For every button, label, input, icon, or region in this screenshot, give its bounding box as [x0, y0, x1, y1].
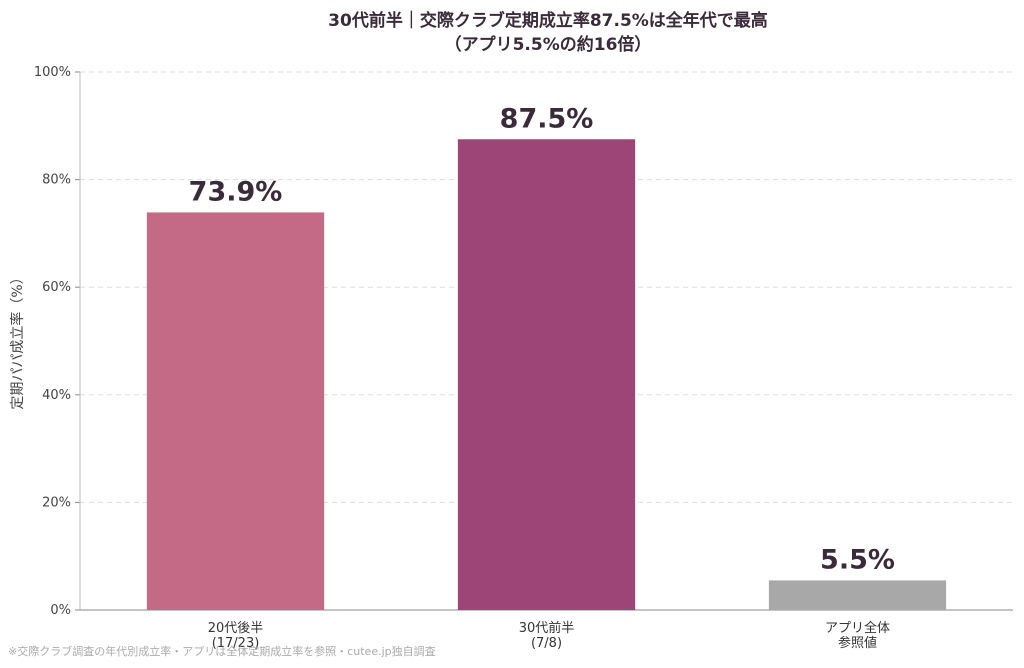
y-axis-ticks: 0% 20% 40% 60% 80% 100% [34, 65, 80, 618]
bar-value-label: 5.5% [820, 544, 895, 575]
bar-value-label: 73.9% [189, 176, 283, 207]
y-tick-label: 80% [42, 173, 71, 188]
bars [146, 139, 947, 610]
x-tick-label: 参照値 [838, 635, 877, 651]
y-tick-label: 20% [42, 495, 71, 510]
bar [768, 580, 947, 610]
y-tick-label: 60% [42, 280, 71, 295]
footnote: ※交際クラブ調査の年代別成立率・アプリは全体定期成立率を参照・cutee.jp独… [8, 644, 436, 658]
y-tick-label: 0% [50, 603, 71, 618]
y-axis-label: 定期パパ成立率（%） [9, 270, 26, 409]
x-tick-label: (7/8) [531, 636, 562, 651]
chart-title-line-2: （アプリ5.5%の約16倍） [445, 34, 652, 55]
bar [457, 139, 636, 610]
x-tick-label: 30代前半 [519, 620, 575, 636]
x-tick-label: 20代後半 [208, 621, 264, 636]
y-tick-label: 100% [34, 65, 71, 80]
bar [146, 212, 325, 610]
chart-title-line-1: 30代前半｜交際クラブ定期成立率87.5%は全年代で最高 [328, 10, 768, 31]
y-tick-label: 40% [42, 388, 71, 403]
x-tick-label: (17/23) [212, 636, 260, 651]
bar-value-label: 87.5% [500, 103, 594, 134]
x-tick-label: アプリ全体 [825, 620, 890, 636]
value-labels: 73.9% 87.5% 5.5% [189, 103, 895, 575]
